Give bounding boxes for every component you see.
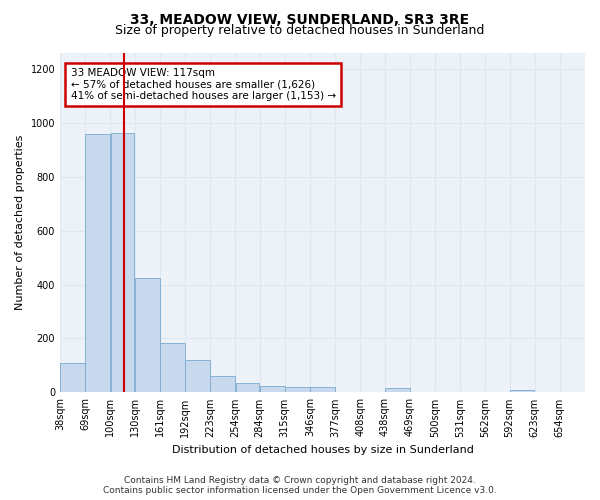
Bar <box>60 363 85 392</box>
Y-axis label: Number of detached properties: Number of detached properties <box>15 135 25 310</box>
X-axis label: Distribution of detached houses by size in Sunderland: Distribution of detached houses by size … <box>172 445 473 455</box>
Bar <box>285 387 310 392</box>
Bar <box>135 278 160 392</box>
Bar <box>310 387 335 392</box>
Text: 33 MEADOW VIEW: 117sqm
← 57% of detached houses are smaller (1,626)
41% of semi-: 33 MEADOW VIEW: 117sqm ← 57% of detached… <box>71 68 335 101</box>
Bar <box>110 134 134 392</box>
Bar <box>185 360 210 392</box>
Bar <box>85 134 110 392</box>
Bar <box>510 390 535 392</box>
Text: 33, MEADOW VIEW, SUNDERLAND, SR3 3RE: 33, MEADOW VIEW, SUNDERLAND, SR3 3RE <box>130 12 470 26</box>
Text: Size of property relative to detached houses in Sunderland: Size of property relative to detached ho… <box>115 24 485 37</box>
Bar <box>385 388 410 392</box>
Bar <box>160 342 185 392</box>
Bar <box>236 383 259 392</box>
Bar <box>260 386 284 392</box>
Text: Contains HM Land Registry data © Crown copyright and database right 2024.
Contai: Contains HM Land Registry data © Crown c… <box>103 476 497 495</box>
Bar <box>211 376 235 392</box>
